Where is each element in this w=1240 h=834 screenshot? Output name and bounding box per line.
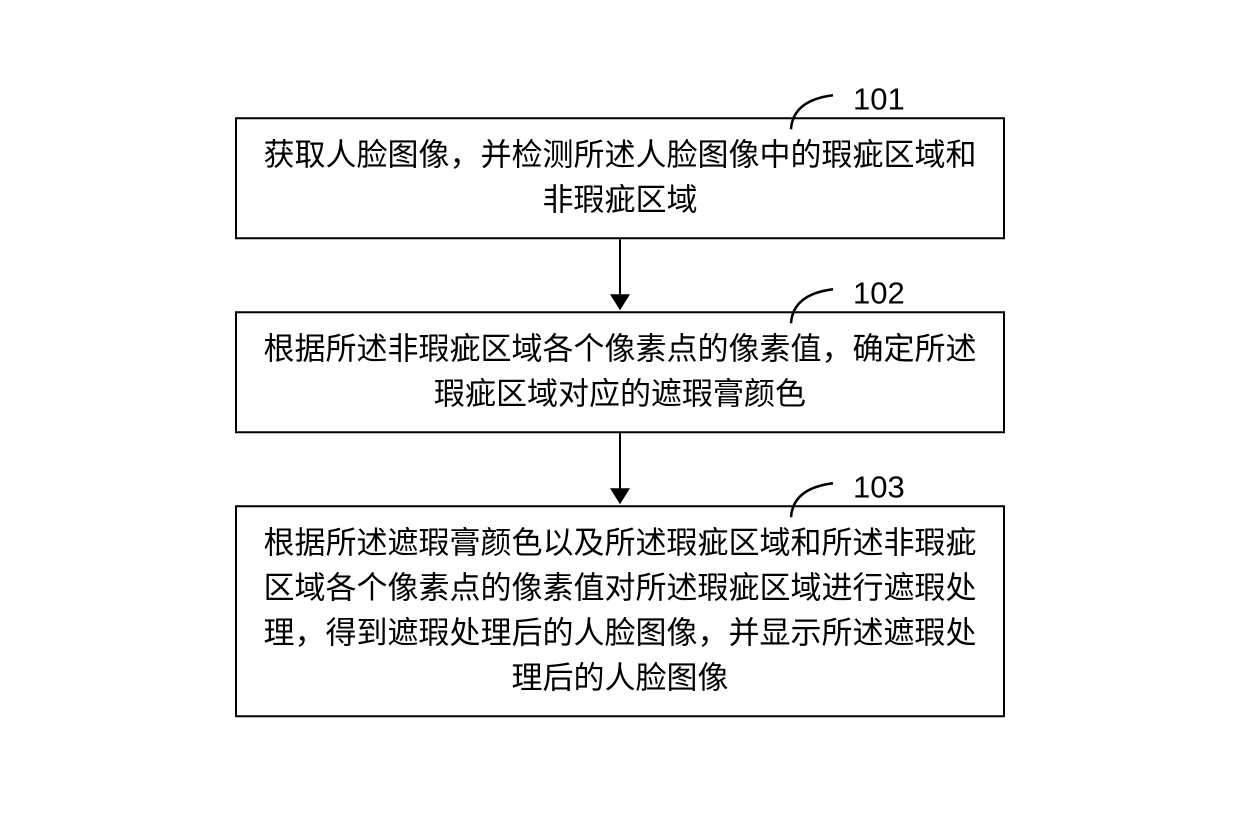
arrow-head-icon: [610, 294, 630, 310]
step-3-text: 根据所述遮瑕膏颜色以及所述瑕疵区域和所述非瑕疵区域各个像素点的像素值对所述瑕疵区…: [261, 521, 979, 701]
callout-curve-icon: [783, 85, 843, 135]
step-1-text: 获取人脸图像，并检测所述人脸图像中的瑕疵区域和非瑕疵区域: [261, 133, 979, 223]
arrow-1-to-2: [610, 239, 630, 311]
flow-step-2: 102 根据所述非瑕疵区域各个像素点的像素值，确定所述瑕疵区域对应的遮瑕膏颜色: [235, 311, 1005, 433]
step-2-label: 102: [853, 271, 905, 316]
arrow-head-icon: [610, 488, 630, 504]
arrow-2-to-3: [610, 433, 630, 505]
step-2-label-group: 102: [793, 279, 913, 329]
callout-curve-icon: [783, 279, 843, 329]
arrow-line: [619, 433, 622, 489]
flowchart-container: 101 获取人脸图像，并检测所述人脸图像中的瑕疵区域和非瑕疵区域 102 根据所…: [230, 117, 1010, 717]
step-3-label-group: 103: [793, 473, 913, 523]
arrow-line: [619, 239, 622, 295]
step-3-label: 103: [853, 465, 905, 510]
step-1-label: 101: [853, 77, 905, 122]
step-1-label-group: 101: [793, 85, 913, 135]
flow-step-3: 103 根据所述遮瑕膏颜色以及所述瑕疵区域和所述非瑕疵区域各个像素点的像素值对所…: [235, 505, 1005, 717]
step-2-text: 根据所述非瑕疵区域各个像素点的像素值，确定所述瑕疵区域对应的遮瑕膏颜色: [261, 327, 979, 417]
flow-step-1: 101 获取人脸图像，并检测所述人脸图像中的瑕疵区域和非瑕疵区域: [235, 117, 1005, 239]
callout-curve-icon: [783, 473, 843, 523]
